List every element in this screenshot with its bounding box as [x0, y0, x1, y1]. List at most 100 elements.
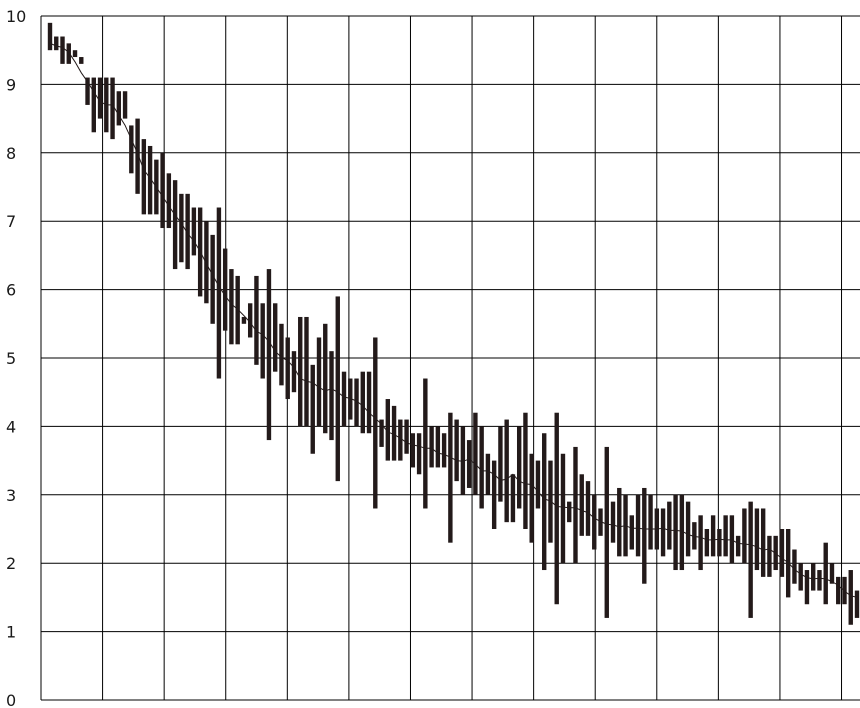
range-bar — [379, 419, 384, 447]
range-bar — [660, 508, 666, 557]
range-bar — [191, 207, 197, 256]
y-tick-label: 5 — [6, 349, 16, 368]
range-bar — [316, 337, 322, 427]
range-bar — [185, 193, 190, 270]
range-bar — [91, 77, 96, 133]
range-bar — [147, 145, 153, 215]
range-bar — [573, 446, 578, 564]
range-bar — [166, 173, 172, 229]
range-bar — [710, 515, 716, 557]
range-bar — [535, 460, 541, 509]
range-bar — [479, 426, 484, 509]
range-bar — [604, 446, 609, 618]
range-bar — [298, 316, 303, 427]
range-bar — [567, 501, 572, 523]
range-bar — [435, 426, 441, 468]
range-bar — [779, 529, 785, 577]
range-bar — [335, 296, 340, 482]
range-bar — [441, 433, 447, 468]
range-bar — [341, 371, 347, 427]
range-bar — [460, 426, 466, 495]
range-bar — [667, 501, 672, 550]
y-tick-label: 10 — [6, 7, 26, 26]
range-bar — [579, 474, 584, 536]
range-bar — [836, 576, 841, 605]
range-bar — [454, 419, 459, 482]
range-bar — [285, 337, 290, 400]
range-bar — [610, 501, 616, 543]
range-bar — [498, 426, 503, 502]
range-bar — [629, 515, 634, 550]
range-bar — [491, 460, 497, 529]
range-bar — [354, 378, 359, 427]
range-bar — [366, 371, 372, 434]
range-bar — [854, 590, 860, 618]
range-bar — [817, 570, 822, 591]
range-bar — [648, 494, 653, 550]
range-bar — [210, 234, 215, 324]
y-tick-label: 9 — [6, 75, 16, 94]
range-bar — [110, 77, 115, 140]
series-line — [49, 42, 858, 598]
range-bar — [485, 453, 491, 495]
range-bar — [760, 508, 766, 577]
range-bar — [360, 371, 365, 434]
range-bar — [754, 508, 760, 571]
range-bar — [516, 426, 522, 509]
range-bar — [222, 248, 228, 331]
range-bar — [510, 474, 516, 523]
range-bar — [385, 399, 391, 461]
range-bar — [598, 508, 603, 536]
range-bar — [54, 36, 59, 51]
range-bar — [304, 316, 309, 427]
y-tick-label: 3 — [6, 486, 16, 505]
range-bar — [254, 275, 259, 365]
range-bar — [742, 508, 747, 564]
range-bar — [685, 501, 691, 557]
range-bar — [423, 378, 428, 509]
range-bar — [542, 433, 547, 571]
range-bar — [273, 303, 278, 372]
range-bar — [773, 535, 778, 571]
y-tick-label: 0 — [6, 691, 16, 708]
range-bar — [391, 405, 397, 461]
y-tick-label: 8 — [6, 144, 16, 163]
y-tick-label: 4 — [6, 417, 16, 436]
range-bar — [635, 494, 641, 557]
range-bar — [642, 487, 647, 584]
range-bar — [735, 535, 741, 557]
range-bar — [823, 542, 828, 605]
range-bar — [141, 139, 147, 215]
grid — [40, 15, 860, 701]
range-bar — [704, 529, 710, 557]
range-bar — [416, 433, 422, 475]
range-bar — [235, 275, 240, 345]
range-bar — [204, 221, 209, 304]
range-bar — [66, 43, 71, 64]
range-bar — [585, 481, 591, 536]
range-bar — [829, 563, 835, 584]
range-bar — [717, 529, 722, 557]
range-bar — [179, 193, 184, 263]
range-bar — [804, 570, 810, 605]
range-bars — [47, 22, 860, 625]
range-bar — [329, 351, 334, 441]
range-bar — [122, 91, 128, 119]
range-bar — [85, 77, 90, 105]
range-bar — [592, 494, 597, 550]
range-bar — [529, 453, 534, 543]
range-bar — [767, 535, 772, 577]
range-bar — [160, 152, 165, 229]
range-bar — [729, 515, 735, 564]
range-bar — [72, 50, 78, 58]
y-tick-label: 6 — [6, 281, 16, 300]
range-bar — [617, 487, 622, 557]
y-tick-label: 7 — [6, 212, 16, 231]
range-bar — [523, 412, 528, 529]
range-bar — [229, 269, 234, 345]
range-bar — [79, 57, 84, 64]
y-axis-ticks: 0 1 2 3 4 5 6 7 8 9 10 — [6, 7, 26, 708]
range-bar — [723, 515, 728, 557]
range-bar — [129, 125, 134, 174]
